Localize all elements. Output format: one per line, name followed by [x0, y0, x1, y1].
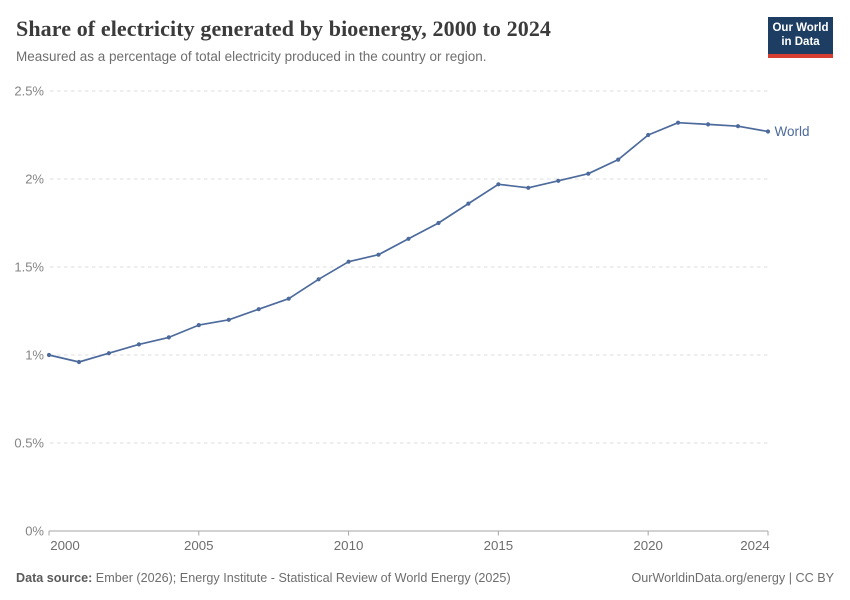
chart-footer: Data source: Ember (2026); Energy Instit…: [16, 571, 834, 585]
data-point: [586, 171, 591, 176]
chart-area: 0% 0.5% 1% 1.5% 2% 2.5% 2000 2005 2010 2015 2020 20…: [0, 78, 850, 563]
data-source-label: Data source:: [16, 571, 93, 585]
data-point: [316, 277, 321, 282]
data-source-text: Data source: Ember (2026); Energy Instit…: [16, 571, 511, 585]
attribution-text: OurWorldinData.org/energy | CC BY: [631, 571, 834, 585]
data-point: [406, 236, 411, 241]
y-axis-tick-label: 0%: [25, 524, 44, 539]
data-point: [226, 317, 231, 322]
y-axis-tick-label: 2.5%: [14, 84, 44, 99]
chart-svg: 0% 0.5% 1% 1.5% 2% 2.5% 2000 2005 2010 2015 2020 20…: [14, 84, 810, 554]
owid-logo-line1: Our World: [772, 22, 829, 34]
x-axis-tick-label: 2010: [334, 538, 364, 553]
owid-logo-line2: in Data: [781, 35, 820, 48]
x-axis-tick-label: 2000: [50, 538, 80, 553]
y-axis-tick-label: 2%: [25, 172, 44, 187]
data-point: [376, 252, 381, 257]
data-point: [496, 182, 501, 187]
chart-title: Share of electricity generated by bioene…: [16, 16, 552, 41]
data-point: [735, 124, 741, 129]
y-axis-tick-label: 0.5%: [14, 436, 44, 451]
data-point: [466, 201, 471, 206]
data-point: [196, 323, 201, 328]
data-point: [166, 335, 171, 340]
series-line-world: [48, 121, 769, 363]
data-point: [46, 352, 52, 358]
data-point: [646, 132, 651, 138]
y-axis-tick-label: 1%: [25, 348, 44, 363]
chart-header: Share of electricity generated by bioene…: [16, 16, 750, 64]
data-point: [436, 220, 441, 226]
x-axis-tick-label: 2020: [633, 538, 663, 553]
data-point: [526, 185, 531, 190]
data-point: [256, 307, 261, 312]
data-point: [556, 178, 561, 183]
data-point: [765, 129, 771, 134]
data-point: [76, 359, 82, 365]
data-point: [676, 120, 681, 125]
data-point: [106, 351, 111, 356]
x-axis-tick-label: 2015: [484, 538, 514, 553]
y-axis-tick-label: 1.5%: [14, 260, 44, 275]
data-point: [136, 342, 141, 347]
data-point: [616, 157, 621, 162]
owid-logo: Our World in Data: [768, 17, 833, 58]
chart-subtitle: Measured as a percentage of total electr…: [16, 49, 487, 65]
data-point: [286, 296, 291, 301]
x-axis-tick-label: 2024: [740, 538, 770, 553]
series-end-label: World: [775, 124, 810, 139]
data-point: [706, 122, 711, 127]
data-point: [346, 259, 351, 264]
x-axis-tick-label: 2005: [184, 538, 214, 553]
